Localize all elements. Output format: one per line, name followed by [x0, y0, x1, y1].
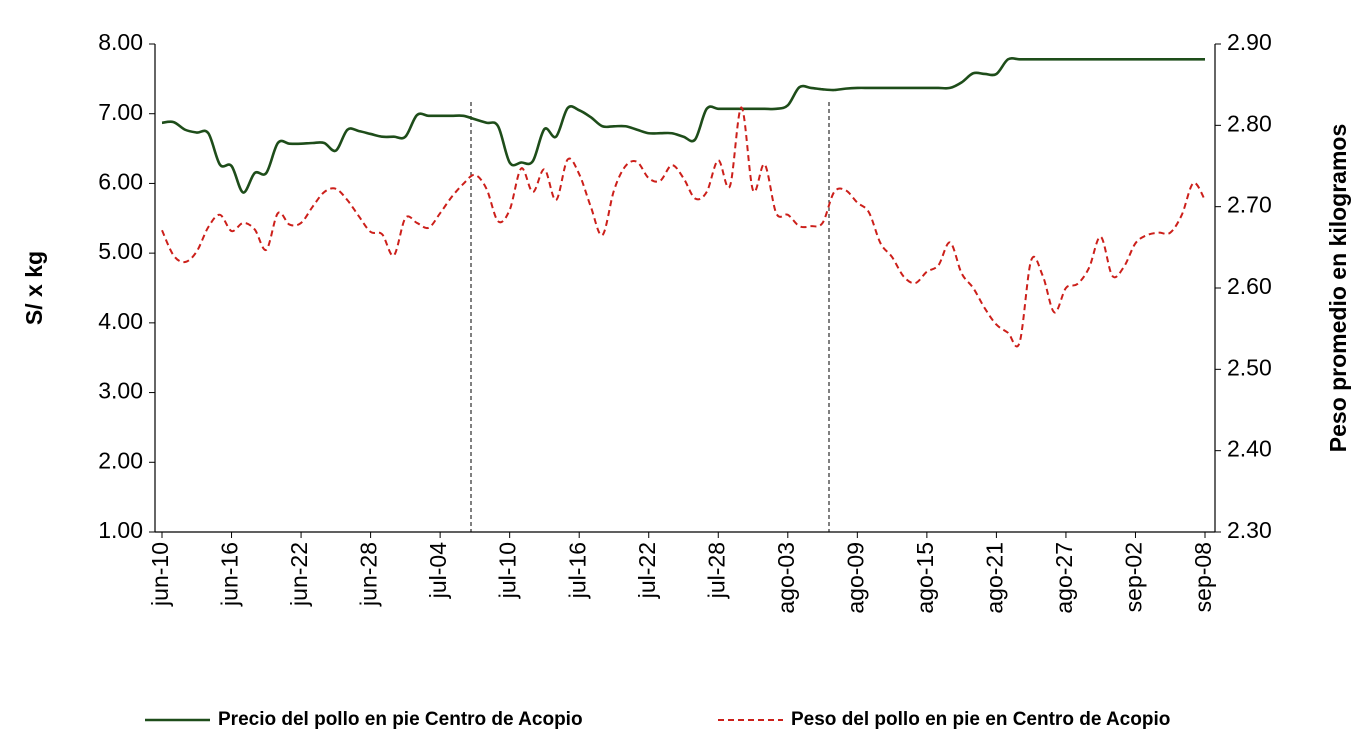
x-tick-label: jul-28 — [703, 542, 729, 599]
x-tick-label: jun-16 — [217, 542, 243, 607]
y2-tick-label: 2.50 — [1227, 354, 1272, 380]
x-tick-label: jul-22 — [634, 542, 660, 599]
x-tick-label: jun-22 — [286, 542, 312, 607]
x-tick-label: ago-15 — [912, 542, 938, 614]
legend-label: Precio del pollo en pie Centro de Acopio — [218, 709, 583, 729]
x-tick-label: jun-10 — [147, 542, 173, 607]
x-tick-label: jul-04 — [425, 542, 451, 599]
x-tick-label: ago-21 — [981, 542, 1007, 614]
y2-tick-label: 2.90 — [1227, 29, 1272, 55]
x-tick-label: jul-16 — [564, 542, 590, 599]
y-tick-label: 7.00 — [98, 99, 143, 125]
series-line — [161, 56, 1205, 194]
y-tick-label: 1.00 — [98, 517, 143, 543]
y-tick-label: 6.00 — [98, 169, 143, 195]
y2-axis-title: Peso promedio en kilogramos — [1325, 124, 1351, 452]
y2-tick-label: 2.40 — [1227, 436, 1272, 462]
y-tick-label: 5.00 — [98, 238, 143, 264]
y-tick-label: 4.00 — [98, 308, 143, 334]
x-tick-label: jul-10 — [495, 542, 521, 599]
y2-tick-label: 2.30 — [1227, 517, 1272, 543]
y-tick-label: 3.00 — [98, 378, 143, 404]
series-line — [161, 106, 1206, 348]
y-tick-label: 8.00 — [98, 29, 143, 55]
x-tick-label: jun-28 — [356, 542, 382, 607]
y-tick-label: 2.00 — [98, 447, 143, 473]
legend-label: Peso del pollo en pie en Centro de Acopi… — [791, 709, 1170, 729]
y-axis-title: S/ x kg — [21, 251, 47, 325]
y2-tick-label: 2.60 — [1227, 273, 1272, 299]
x-tick-label: ago-09 — [842, 542, 868, 614]
y2-tick-label: 2.80 — [1227, 110, 1272, 136]
x-tick-label: ago-03 — [773, 542, 799, 614]
x-tick-label: sep-08 — [1190, 542, 1216, 612]
x-tick-label: ago-27 — [1051, 542, 1077, 614]
y2-tick-label: 2.70 — [1227, 192, 1272, 218]
x-tick-label: sep-02 — [1121, 542, 1147, 612]
